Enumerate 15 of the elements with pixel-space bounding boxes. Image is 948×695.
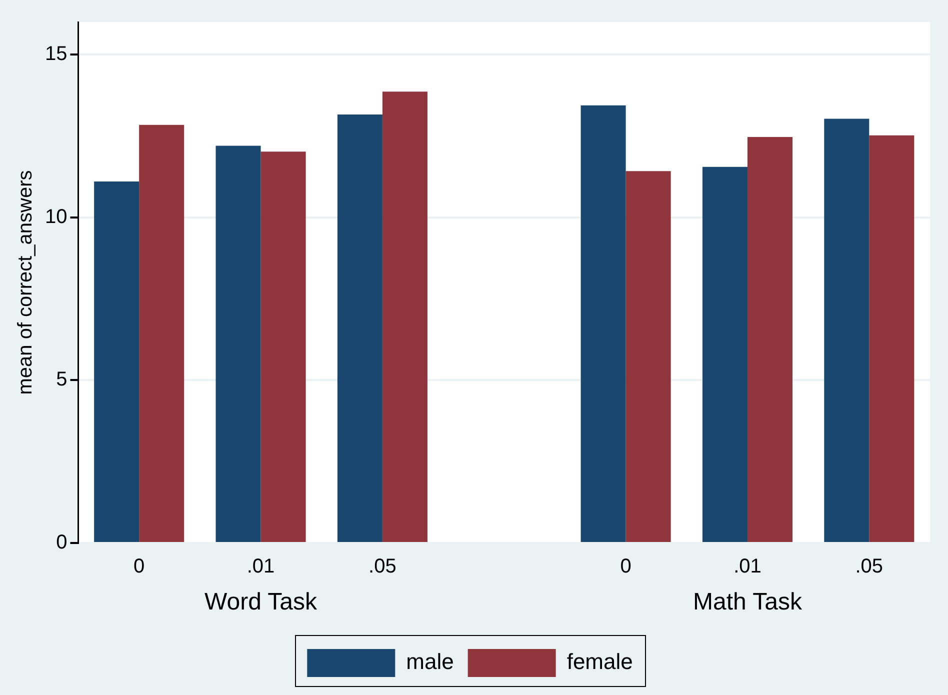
legend-label: male xyxy=(406,649,454,674)
y-tick-label: 0 xyxy=(56,532,68,554)
x-tick-label: .05 xyxy=(855,556,884,578)
y-axis-title: mean of correct_answers xyxy=(14,170,37,395)
x-tick-label: .01 xyxy=(734,556,762,578)
legend-label: female xyxy=(566,649,633,674)
y-tick-label: 15 xyxy=(44,43,68,66)
x-tick-label: 0 xyxy=(620,556,632,578)
text: Word Task xyxy=(204,588,318,616)
x-tick-label: 0 xyxy=(134,556,145,578)
x-tick-label: .01 xyxy=(246,556,275,578)
text: Math Task xyxy=(693,588,803,616)
x-tick-label: .05 xyxy=(368,556,396,578)
y-tick-label: 10 xyxy=(44,206,68,228)
y-tick-label: 5 xyxy=(56,368,68,391)
